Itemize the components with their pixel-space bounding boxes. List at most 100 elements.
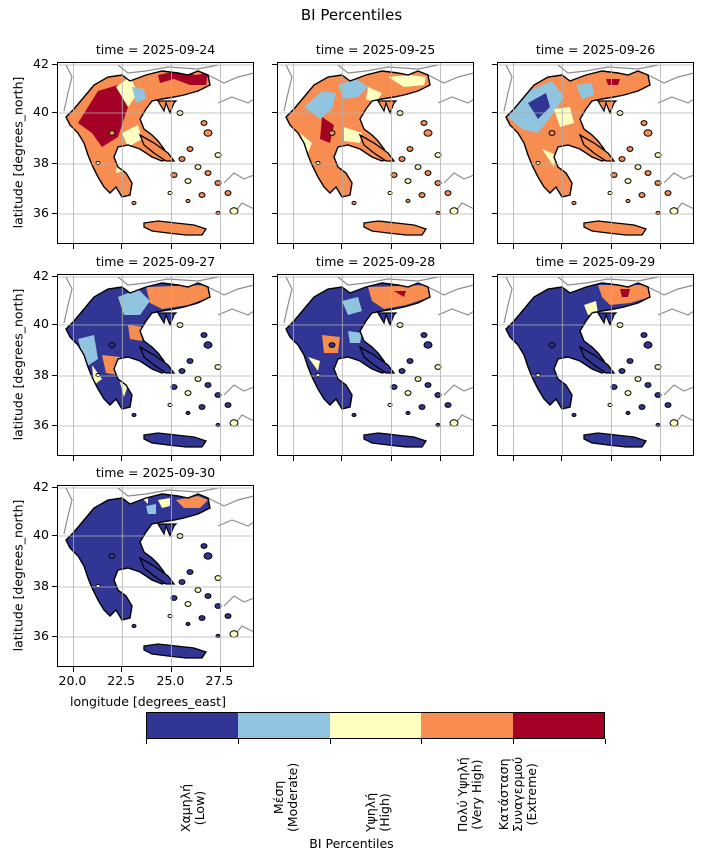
colorbar-title: BI Percentiles xyxy=(309,836,394,851)
x-tick xyxy=(512,244,514,249)
x-tick xyxy=(390,456,392,461)
map-panel xyxy=(277,274,474,456)
x-tick-label: 25.0 xyxy=(156,673,185,688)
y-tick xyxy=(52,163,57,164)
colorbar-tick xyxy=(146,739,147,744)
x-tick xyxy=(659,456,661,461)
y-tick xyxy=(492,375,497,376)
y-tick xyxy=(492,163,497,164)
y-axis-label: latitude [degrees_north] xyxy=(10,499,26,652)
x-tick xyxy=(219,667,221,672)
y-tick-label: 40 xyxy=(33,527,49,542)
y-tick xyxy=(52,213,57,214)
x-tick xyxy=(610,244,612,249)
x-tick xyxy=(390,244,392,249)
x-tick xyxy=(72,456,74,461)
greece-map xyxy=(58,63,253,243)
panel-title: time = 2025-09-27 xyxy=(95,254,216,269)
x-tick xyxy=(439,456,441,461)
figure-title: BI Percentiles xyxy=(300,6,403,24)
panel-title: time = 2025-09-26 xyxy=(535,42,656,57)
y-tick-label: 38 xyxy=(33,367,49,382)
panel-title: time = 2025-09-25 xyxy=(315,42,436,57)
colorbar-class-high xyxy=(329,713,422,738)
colorbar-tick xyxy=(605,739,606,744)
y-tick-label: 38 xyxy=(33,155,49,170)
y-tick xyxy=(492,112,497,113)
y-tick xyxy=(52,375,57,376)
x-tick xyxy=(121,456,123,461)
y-tick-label: 42 xyxy=(33,479,49,494)
x-tick-label: 20.0 xyxy=(58,673,87,688)
greece-map xyxy=(498,63,693,243)
panel-title: time = 2025-09-29 xyxy=(535,254,656,269)
x-tick xyxy=(341,244,343,249)
colorbar-label: Κατάσταση Συναγερμού (Extreme) xyxy=(496,756,539,832)
y-tick xyxy=(52,112,57,113)
map-panel xyxy=(57,485,254,667)
y-tick-label: 42 xyxy=(33,268,49,283)
y-tick-label: 36 xyxy=(33,417,49,432)
y-tick xyxy=(52,324,57,325)
y-tick xyxy=(52,64,57,65)
colorbar-tick xyxy=(237,739,239,744)
y-tick xyxy=(272,276,277,277)
colorbar-class-low xyxy=(147,713,239,738)
y-tick xyxy=(492,213,497,214)
y-tick-label: 36 xyxy=(33,628,49,643)
colorbar-tick xyxy=(513,739,515,744)
map-panel xyxy=(497,274,694,456)
y-axis-label: latitude [degrees_north] xyxy=(10,76,26,229)
map-panel xyxy=(57,274,254,456)
x-tick xyxy=(219,244,221,249)
x-tick xyxy=(219,456,221,461)
x-tick xyxy=(121,667,123,672)
y-tick-label: 36 xyxy=(33,205,49,220)
y-tick xyxy=(272,324,277,325)
greece-map xyxy=(278,275,473,455)
x-tick xyxy=(561,244,563,249)
x-tick xyxy=(610,456,612,461)
y-tick xyxy=(492,425,497,426)
colorbar-class-very-high xyxy=(421,713,513,738)
y-tick xyxy=(492,324,497,325)
y-tick xyxy=(52,425,57,426)
map-panel xyxy=(57,62,254,244)
x-tick xyxy=(561,456,563,461)
x-tick xyxy=(292,244,294,249)
y-tick-label: 40 xyxy=(33,104,49,119)
greece-map xyxy=(58,275,253,455)
x-tick xyxy=(439,244,441,249)
colorbar-tick xyxy=(329,739,331,744)
greece-map xyxy=(278,63,473,243)
colorbar-label: Πολύ Υψηλή (Very High) xyxy=(455,757,484,832)
y-tick xyxy=(272,112,277,113)
x-tick xyxy=(72,667,74,672)
x-tick xyxy=(72,244,74,249)
colorbar xyxy=(146,712,605,739)
panel-title: time = 2025-09-30 xyxy=(95,465,216,480)
y-tick-label: 42 xyxy=(33,56,49,71)
colorbar-tick xyxy=(421,739,423,744)
panel-title: time = 2025-09-24 xyxy=(95,42,216,57)
y-tick xyxy=(272,64,277,65)
x-tick xyxy=(170,456,172,461)
panel-title: time = 2025-09-28 xyxy=(315,254,436,269)
x-tick xyxy=(170,667,172,672)
greece-map xyxy=(58,486,253,666)
y-tick xyxy=(272,163,277,164)
colorbar-label: Μέση (Moderate) xyxy=(271,762,300,832)
x-tick xyxy=(659,244,661,249)
y-tick xyxy=(492,64,497,65)
y-tick xyxy=(52,276,57,277)
x-tick xyxy=(170,244,172,249)
y-tick xyxy=(272,213,277,214)
colorbar-label: Χαμηλή (Low) xyxy=(178,784,207,832)
y-tick-label: 40 xyxy=(33,316,49,331)
y-tick xyxy=(492,276,497,277)
map-panel xyxy=(497,62,694,244)
y-tick-label: 38 xyxy=(33,578,49,593)
x-tick-label: 22.5 xyxy=(107,673,136,688)
y-tick xyxy=(52,535,57,536)
y-axis-label: latitude [degrees_north] xyxy=(10,288,26,441)
